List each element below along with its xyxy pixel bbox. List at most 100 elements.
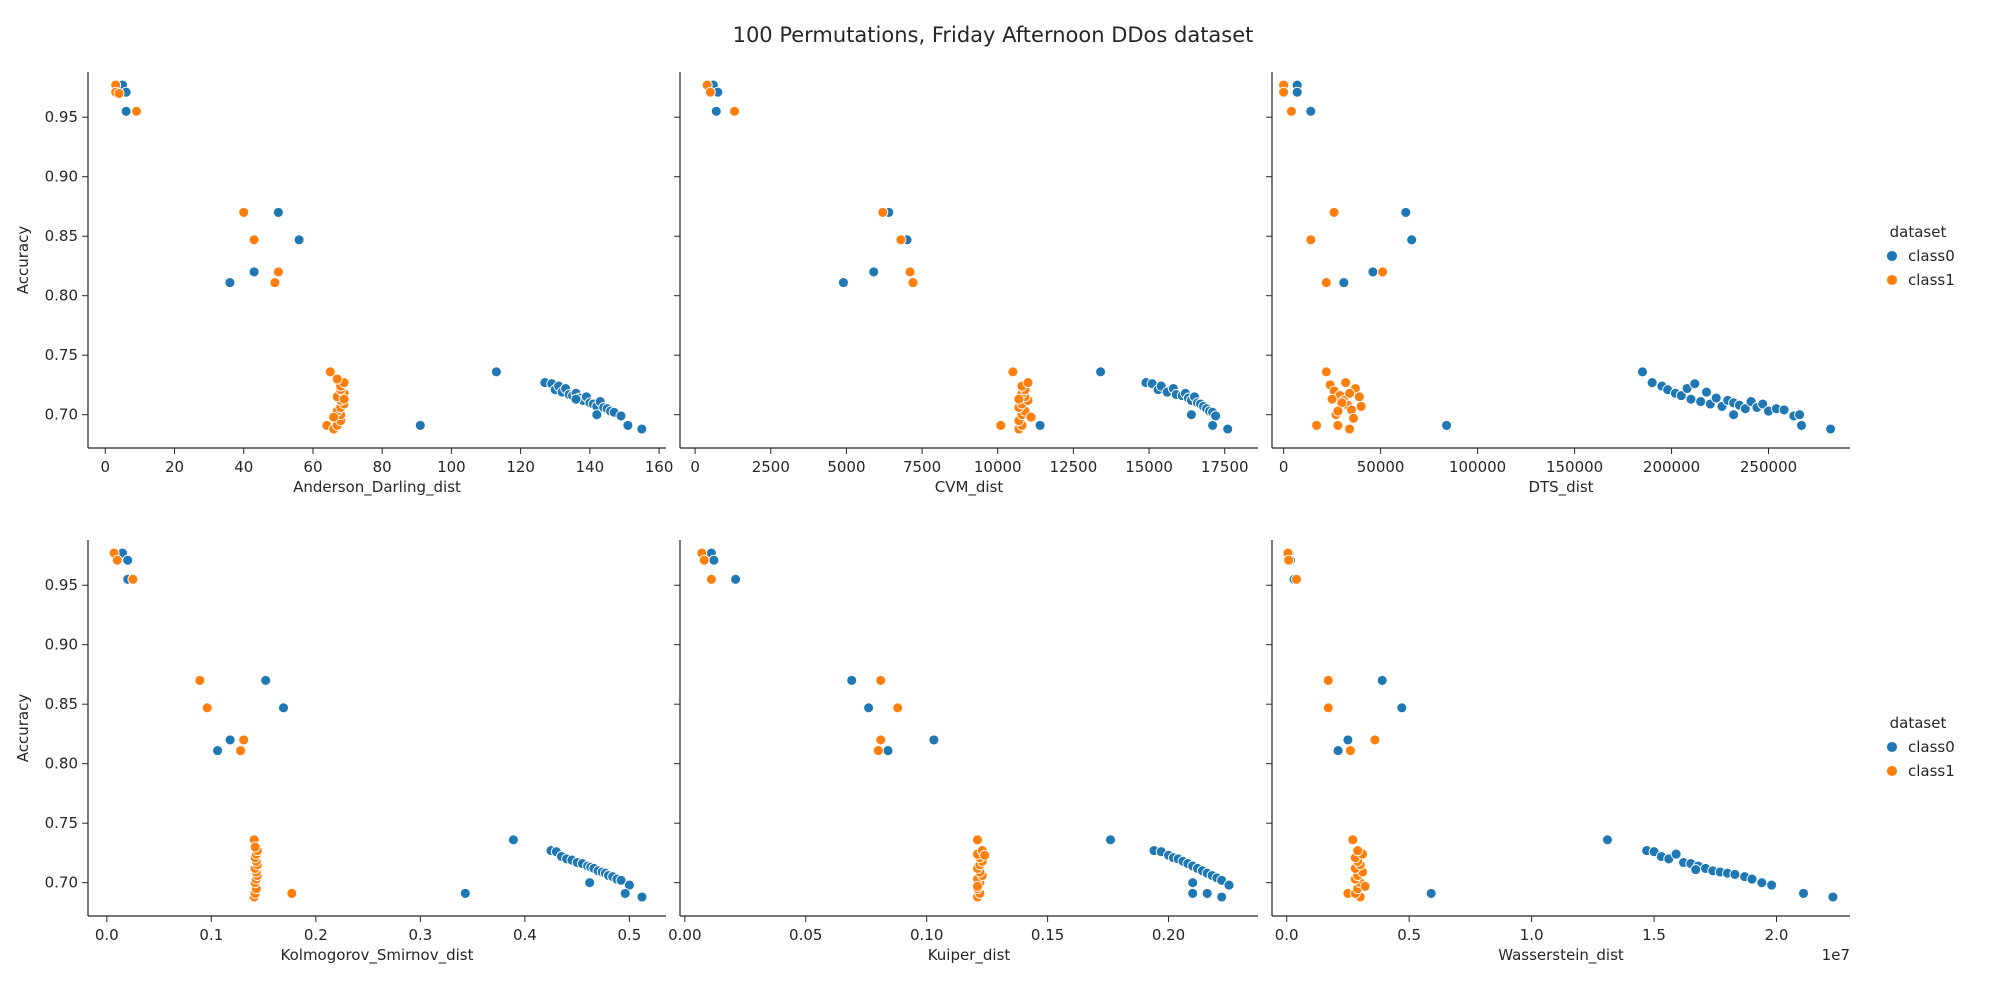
class0-point: [1338, 277, 1350, 289]
class0-point: [636, 423, 648, 435]
legend-label-class0: class0: [1908, 738, 1955, 756]
class0-point: [1685, 393, 1697, 405]
class0-point: [1207, 419, 1219, 431]
class1-point: [1007, 366, 1019, 378]
x-tick-label: 120: [506, 458, 535, 476]
points: [110, 79, 648, 435]
x-tick-label: 0.0: [95, 926, 119, 944]
class0-point: [1798, 887, 1809, 899]
x-tick-label: 100: [437, 458, 466, 476]
class1-point: [979, 849, 991, 861]
x-tick-label: 0.5: [617, 926, 641, 944]
class1-point: [1347, 834, 1359, 846]
x-axis-label: Wasserstein_dist: [1498, 946, 1624, 965]
y-tick-label: 0.80: [45, 755, 78, 773]
class1-point: [331, 373, 343, 385]
class0-point: [882, 745, 894, 757]
x-tick-label: 50000: [1357, 458, 1405, 476]
class1-point: [1344, 423, 1356, 435]
class1-point: [1326, 393, 1338, 405]
class1-point: [235, 745, 247, 757]
class0-point: [1602, 834, 1613, 846]
class1-point: [972, 880, 983, 892]
x-tick-label: 17500: [1201, 458, 1249, 476]
class1-point: [127, 573, 139, 585]
y-axis-label: Accuracy: [14, 694, 32, 763]
legend: dataset class0 class1: [1886, 223, 1955, 289]
class0-point: [1034, 419, 1046, 431]
class1-point: [324, 366, 336, 378]
legend-label-class1: class1: [1908, 271, 1955, 289]
x-tick-label: 2500: [752, 458, 790, 476]
x-tick-label: 0.10: [910, 926, 943, 944]
class1-point: [1013, 393, 1025, 405]
x-tick-label: 0.3: [408, 926, 432, 944]
class0-point: [1185, 409, 1197, 421]
class0-point: [570, 393, 582, 405]
x-tick-label: 2.0: [1765, 926, 1789, 944]
class0-point: [837, 277, 849, 289]
y-tick-label: 0.90: [45, 168, 78, 186]
x-tick-label: 0: [690, 458, 700, 476]
class1-point: [131, 105, 142, 117]
class1-point: [249, 841, 261, 853]
class1-point: [892, 702, 904, 714]
class1-point: [1353, 391, 1365, 403]
class0-point: [490, 366, 502, 378]
class0-point: [1406, 234, 1418, 246]
legend-title: dataset: [1890, 223, 1947, 241]
class0-point: [622, 419, 634, 431]
y-tick-label: 0.80: [45, 287, 78, 305]
x-tick-label: 5000: [827, 458, 865, 476]
class0-point: [1757, 398, 1769, 410]
class1-point: [1352, 845, 1364, 857]
x-tick-label: 20: [165, 458, 184, 476]
class1-point: [1359, 880, 1371, 892]
class1-point: [875, 734, 887, 746]
class1-point: [238, 206, 250, 218]
class1-point: [1344, 745, 1356, 757]
x-tick-label: 0: [1279, 458, 1289, 476]
points: [108, 547, 648, 903]
class1-point: [194, 674, 206, 686]
class1-point: [111, 554, 123, 566]
class0-point: [846, 674, 858, 686]
class0-point: [615, 874, 627, 886]
class0-point: [1646, 377, 1658, 389]
y-tick-label: 0.95: [45, 576, 78, 594]
class0-point: [212, 745, 224, 757]
x-axis-label: CVM_dist: [935, 478, 1004, 497]
class0-point: [1670, 848, 1682, 860]
class0-point: [278, 702, 289, 714]
class0-point: [1376, 674, 1388, 686]
class0-point: [1210, 410, 1222, 422]
class1-point: [113, 87, 125, 99]
class1-point: [877, 206, 889, 218]
class1-point: [1377, 266, 1389, 278]
points: [701, 79, 1234, 435]
class1-legend-marker: [1886, 765, 1898, 777]
class0-point: [224, 277, 236, 289]
class0-point: [615, 410, 627, 422]
class0-point: [1332, 745, 1344, 757]
class1-point: [729, 105, 740, 117]
class0-point: [1778, 404, 1790, 416]
class0-point: [1794, 409, 1806, 421]
x-tick-label: 200000: [1643, 458, 1700, 476]
class0-point: [1637, 366, 1648, 378]
y-tick-label: 0.75: [45, 814, 78, 832]
class0-point: [1223, 879, 1235, 891]
class0-point: [1710, 392, 1722, 404]
class1-legend-marker: [1886, 274, 1898, 286]
class0-point: [1425, 887, 1437, 899]
class0-point: [1675, 390, 1687, 402]
class0-point: [730, 573, 742, 585]
legend-label-class0: class0: [1908, 247, 1955, 265]
class0-point: [272, 206, 284, 218]
y-tick-label: 0.95: [45, 108, 78, 126]
class0-point: [1105, 834, 1116, 846]
class0-point: [224, 734, 236, 746]
x-tick-label: 0: [101, 458, 111, 476]
points: [1282, 547, 1839, 903]
